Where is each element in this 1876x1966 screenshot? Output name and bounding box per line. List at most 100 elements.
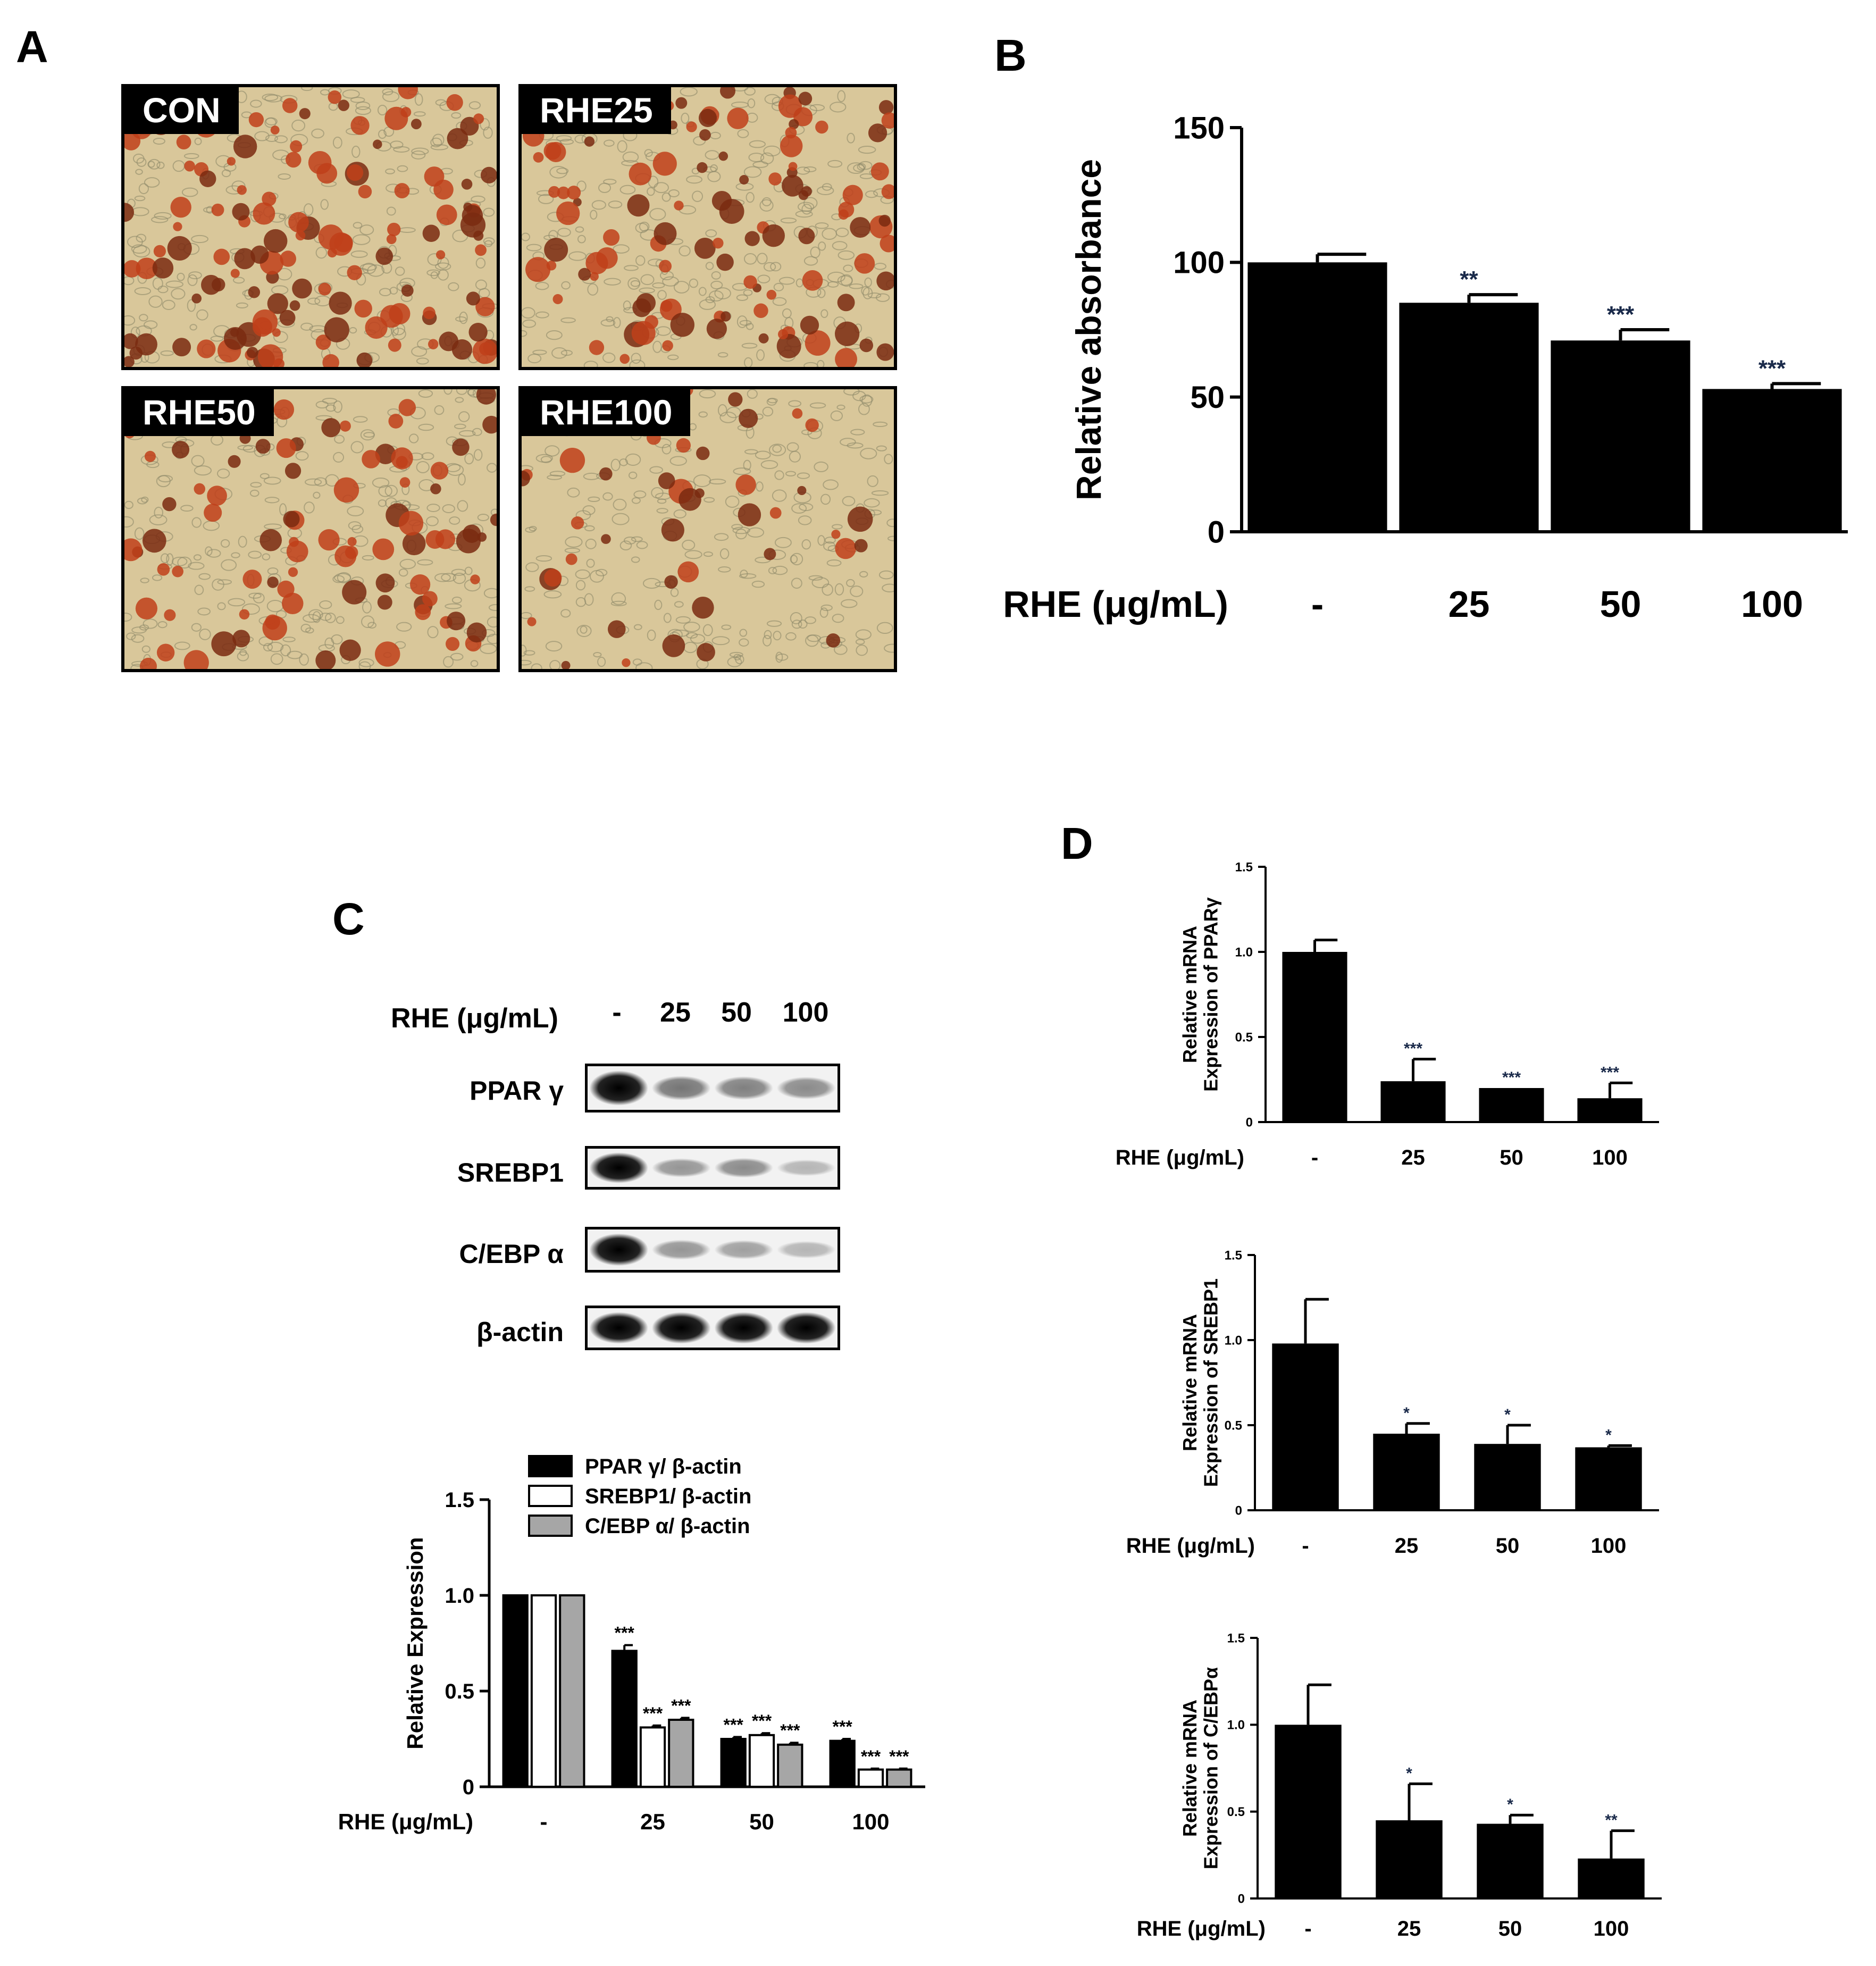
chart-c: 0 0.5 1.0 1.5 Relative Expression - *** *** *** 2… <box>338 1455 925 1834</box>
lipid-droplet <box>589 340 605 355</box>
cell-outline <box>617 140 627 153</box>
lipid-droplet <box>805 418 819 432</box>
blot-srebp1 <box>585 1146 840 1190</box>
chart-b: 0 50 100 150 Relative absorbance - ** 25 *** 50 **… <box>1003 111 1848 625</box>
cell-outline <box>816 186 834 195</box>
cell-outline <box>830 102 847 113</box>
lipid-droplet <box>578 267 591 281</box>
cell-outline <box>714 533 729 541</box>
bar <box>1380 1081 1446 1122</box>
lipid-droplet <box>699 129 711 141</box>
y-tick-label: 1.0 <box>445 1584 474 1608</box>
significance-label: *** <box>1502 1069 1521 1086</box>
lipid-droplet <box>676 438 691 453</box>
cell-outline <box>772 565 788 575</box>
lipid-droplet <box>184 160 195 172</box>
panel-label-b: B <box>994 30 1027 80</box>
lipid-droplet <box>854 253 875 274</box>
micrograph-label: CON <box>124 87 239 134</box>
cell-outline <box>565 536 583 548</box>
cell-outline <box>827 271 845 283</box>
lipid-droplet <box>339 639 361 661</box>
lipid-droplet <box>199 170 216 187</box>
y-tick-label: 0 <box>463 1776 474 1799</box>
lipid-droplet <box>333 477 359 503</box>
cell-outline <box>279 503 287 516</box>
cell-outline <box>876 622 893 634</box>
cell-outline <box>859 395 874 404</box>
cell-outline <box>136 233 147 243</box>
y-tick-label: 50 <box>1190 380 1225 415</box>
cell-outline <box>131 244 147 254</box>
cell-outline <box>259 473 270 479</box>
cell-outline <box>811 577 830 589</box>
lipid-droplet <box>227 157 236 166</box>
cell-outline <box>757 274 770 283</box>
cell-outline <box>435 99 447 106</box>
cell-outline <box>597 656 606 667</box>
cell-outline <box>789 450 801 463</box>
cell-outline <box>818 241 826 251</box>
cell-outline <box>291 119 306 132</box>
cell-outline <box>710 280 723 290</box>
cell-outline <box>819 607 828 618</box>
lipid-droplet <box>881 112 894 129</box>
cell-outline <box>320 199 329 210</box>
cell-outline <box>153 138 165 145</box>
significance-label: *** <box>724 1715 744 1734</box>
lipid-droplet <box>428 339 439 349</box>
cell-outline <box>846 579 855 587</box>
cell-outline <box>350 441 364 454</box>
cell-outline <box>766 620 782 627</box>
lipid-droplet <box>338 99 349 111</box>
micrograph-rhe25: RHE25 <box>518 84 897 370</box>
cell-outline <box>358 658 374 667</box>
cell-outline <box>669 456 687 466</box>
cell-outline <box>769 444 786 456</box>
cell-outline <box>194 584 204 595</box>
cell-outline <box>538 194 554 204</box>
cell-outline <box>757 253 768 265</box>
cell-outline <box>258 636 273 647</box>
lipid-droplet <box>318 529 340 551</box>
lipid-droplet <box>544 568 562 587</box>
cell-outline <box>217 469 230 479</box>
x-tick-label: 100 <box>1591 1534 1627 1558</box>
cell-outline <box>834 583 844 596</box>
cell-outline <box>759 199 774 212</box>
cell-outline <box>823 541 836 551</box>
lipid-droplet <box>396 456 408 468</box>
cell-outline <box>727 657 742 667</box>
cell-outline <box>372 477 390 488</box>
lipid-droplet <box>522 471 530 487</box>
lipid-droplet <box>211 203 224 216</box>
cell-outline <box>623 300 631 311</box>
cell-outline <box>840 274 853 287</box>
lipid-droplet <box>387 222 401 237</box>
cell-outline <box>627 277 641 290</box>
cell-outline <box>232 277 245 284</box>
y-tick-label: 1.0 <box>1227 1718 1245 1733</box>
lipid-droplet <box>679 488 701 511</box>
cell-outline <box>561 281 571 290</box>
lipid-droplet <box>782 174 803 197</box>
cell-outline <box>743 289 753 296</box>
blot-band <box>589 1070 648 1106</box>
cell-outline <box>198 573 211 580</box>
cell-outline <box>166 553 174 566</box>
lipid-droplet <box>525 257 551 282</box>
panel-label-a: A <box>16 22 48 72</box>
legend-swatch <box>528 1485 573 1507</box>
lipid-droplet <box>870 162 889 181</box>
cell-outline <box>610 458 621 471</box>
lipid-droplet <box>172 565 183 578</box>
cell-outline <box>882 583 894 593</box>
lipid-droplet <box>289 537 299 547</box>
cell-outline <box>278 173 291 180</box>
bar <box>1578 1858 1645 1898</box>
lipid-droplet <box>384 106 408 130</box>
cell-outline <box>441 573 456 582</box>
cell-outline <box>146 461 160 469</box>
cell-outline <box>567 487 580 498</box>
